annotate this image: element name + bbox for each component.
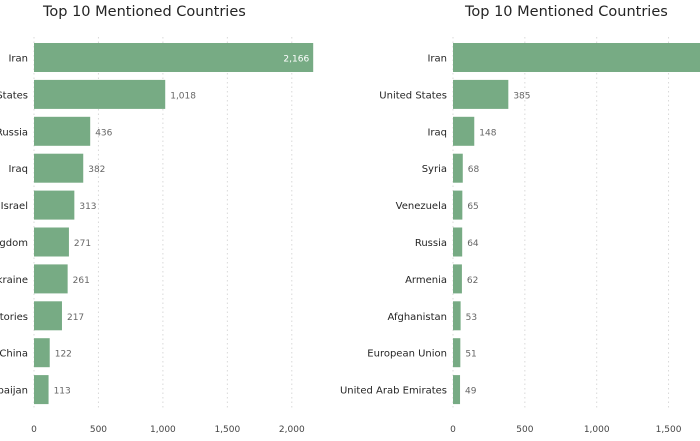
left-value-label: 313 xyxy=(79,202,96,212)
right-bar-2 xyxy=(453,116,475,146)
right-bar-8 xyxy=(453,338,461,368)
left-x-tick-label: 1,500 xyxy=(214,425,240,435)
right-x-tick-label: 1,500 xyxy=(656,425,682,435)
right-value-label: 51 xyxy=(465,350,476,360)
right-bar-7 xyxy=(453,301,461,331)
left-bar-3 xyxy=(34,153,84,183)
right-bar-9 xyxy=(453,375,461,405)
right-value-label: 49 xyxy=(465,387,477,397)
right-bar-3 xyxy=(453,153,463,183)
left-value-label: 1,018 xyxy=(170,91,196,101)
left-category-label: Iraq xyxy=(8,164,28,175)
left-value-label: 113 xyxy=(54,387,71,397)
left-bar-5 xyxy=(34,227,69,257)
left-category-label: Iran xyxy=(8,54,28,65)
right-value-label: 64 xyxy=(467,239,479,249)
right-bar-6 xyxy=(453,264,462,294)
left-category-label: kraine xyxy=(0,275,28,286)
right-bar-1 xyxy=(453,79,509,109)
right-value-label: 385 xyxy=(513,91,530,101)
right-category-label: European Union xyxy=(367,349,447,360)
left-value-label: 122 xyxy=(55,350,72,360)
left-value-label: 436 xyxy=(95,128,112,138)
left-value-label: 2,166 xyxy=(283,55,309,65)
right-category-label: Armenia xyxy=(405,275,447,286)
left-x-tick-label: 1,000 xyxy=(150,425,176,435)
right-category-label: Russia xyxy=(415,238,447,249)
left-category-label: States xyxy=(0,90,28,101)
right-chart-title: Top 10 Mentioned Countries xyxy=(465,4,668,20)
right-bar-0 xyxy=(453,43,700,72)
left-chart-title: Top 10 Mentioned Countries xyxy=(43,4,246,20)
left-value-label: 382 xyxy=(88,165,105,175)
right-category-label: Iran xyxy=(427,54,447,65)
right-category-label: Syria xyxy=(422,164,447,175)
left-value-label: 271 xyxy=(74,239,91,249)
left-bar-2 xyxy=(34,116,91,146)
right-bar-4 xyxy=(453,190,463,220)
left-x-tick-label: 2,000 xyxy=(279,425,305,435)
left-category-label: Russia xyxy=(0,127,28,138)
right-value-label: 148 xyxy=(479,128,496,138)
left-category-label: China xyxy=(0,349,28,360)
left-bar-8 xyxy=(34,338,50,368)
left-x-tick-label: 500 xyxy=(90,425,107,435)
right-x-tick-label: 500 xyxy=(516,425,533,435)
left-bar-9 xyxy=(34,375,49,405)
left-category-label: rbaijan xyxy=(0,386,28,397)
right-x-tick-label: 0 xyxy=(450,425,456,435)
left-category-label: Israel xyxy=(1,201,28,212)
right-value-label: 65 xyxy=(467,202,478,212)
left-bar-0 xyxy=(34,43,314,72)
right-value-label: 53 xyxy=(466,313,477,323)
right-category-label: United States xyxy=(379,90,447,101)
left-value-label: 217 xyxy=(67,313,84,323)
left-category-label: ngdom xyxy=(0,238,28,249)
left-category-label: ritories xyxy=(0,312,28,323)
right-category-label: Iraq xyxy=(427,127,447,138)
left-bar-6 xyxy=(34,264,68,294)
right-category-label: Afghanistan xyxy=(387,312,447,323)
left-x-tick-label: 0 xyxy=(31,425,37,435)
left-bar-1 xyxy=(34,79,166,109)
right-value-label: 62 xyxy=(467,276,478,286)
left-value-label: 261 xyxy=(73,276,90,286)
left-bar-4 xyxy=(34,190,75,220)
right-category-label: United Arab Emirates xyxy=(340,386,447,397)
right-category-label: Venezuela xyxy=(396,201,447,212)
right-x-tick-label: 1,000 xyxy=(584,425,610,435)
right-bar-5 xyxy=(453,227,463,257)
left-bar-7 xyxy=(34,301,62,331)
right-value-label: 68 xyxy=(468,165,480,175)
